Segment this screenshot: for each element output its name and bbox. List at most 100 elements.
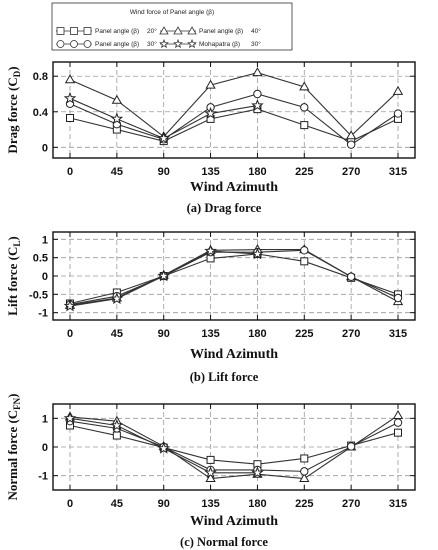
data-point-square xyxy=(300,121,309,130)
data-point-star xyxy=(63,411,77,424)
drag-force-chart: 0 0.4 0.8 0 45 90 135 180 225 270 315 Wind Azimuth D… xyxy=(5,61,416,215)
y-tick-label: 0.8 xyxy=(33,71,48,83)
data-point-triangle xyxy=(392,85,404,95)
data-point-triangle xyxy=(299,81,310,91)
data-point-star xyxy=(251,247,264,260)
x-tick-label: 180 xyxy=(248,498,266,510)
x-tick-label: 225 xyxy=(295,166,313,178)
data-point-triangle xyxy=(111,94,123,104)
normal-force-chart: -1 0 1 0 45 90 135 180 225 270 315 Wind Azimuth Norm… xyxy=(5,393,416,549)
data-point-star xyxy=(204,244,217,257)
legend-entry-mohapatra: Mohapatra (β) 30° xyxy=(159,38,261,49)
square-marker-icon xyxy=(70,27,78,35)
data-point-triangle xyxy=(299,473,310,483)
data-point-triangle xyxy=(252,67,263,77)
series-star xyxy=(63,411,264,479)
x-tick-label: 0 xyxy=(67,166,73,178)
x-tick-label: 45 xyxy=(111,166,123,178)
series-star xyxy=(63,244,264,312)
series-star xyxy=(63,91,264,144)
chart-caption: (a) Drag force xyxy=(187,201,262,215)
series-line xyxy=(69,415,399,480)
data-point-square xyxy=(66,114,74,122)
y-tick-label: 1 xyxy=(42,413,48,425)
x-tick-label: 90 xyxy=(158,498,170,510)
x-tick-label: 180 xyxy=(248,328,266,340)
data-point-circle xyxy=(346,140,356,149)
data-point-star xyxy=(110,112,124,125)
legend-entry-angle: 30° xyxy=(147,40,157,48)
y-tick-label: 1 xyxy=(42,234,48,246)
y-tick-label: -1 xyxy=(38,308,48,320)
data-point-triangle xyxy=(392,409,404,419)
x-tick-label: 90 xyxy=(158,328,170,340)
data-point-circle xyxy=(300,467,309,476)
data-point-circle xyxy=(253,89,262,99)
lift-force-chart: -1 -0.5 0 0.5 1 0 45 90 135 180 225 270 315 Wind Azim… xyxy=(5,231,416,384)
x-tick-label: 90 xyxy=(158,166,170,178)
legend-entry-label: Mohapatra xyxy=(199,41,230,48)
data-point-square xyxy=(112,431,121,440)
series-line xyxy=(69,424,399,465)
x-tick-label: 315 xyxy=(389,166,407,178)
data-point-square xyxy=(206,455,215,464)
y-tick-label: 0 xyxy=(42,142,48,154)
series-line xyxy=(69,253,399,305)
data-point-circle xyxy=(393,293,403,303)
square-marker-icon xyxy=(83,27,92,35)
legend-entry-angle: (β) xyxy=(232,41,240,48)
x-tick-label: 225 xyxy=(295,498,313,510)
star-marker-icon xyxy=(187,38,197,49)
x-tick-label: 315 xyxy=(389,498,407,510)
x-tick-label: 180 xyxy=(248,166,266,178)
data-point-circle xyxy=(346,442,356,451)
data-point-star xyxy=(157,131,171,144)
y-tick-label: 0.4 xyxy=(33,107,49,119)
y-tick-label: 0 xyxy=(42,442,48,454)
data-point-square xyxy=(394,428,402,437)
legend: Wind force of Panel angle (β) Panel angl… xyxy=(51,2,293,51)
legend-title: Wind force of Panel angle (β) xyxy=(130,9,214,16)
x-tick-label: 0 xyxy=(67,328,73,340)
y-tick-label: -0.5 xyxy=(29,289,48,301)
legend-entry-angle: 30° xyxy=(251,40,261,48)
data-point-star xyxy=(63,299,77,312)
x-tick-label: 270 xyxy=(342,166,360,178)
x-tick-label: 135 xyxy=(201,498,219,510)
data-point-triangle xyxy=(345,130,357,140)
data-point-circle xyxy=(300,103,309,112)
data-point-square xyxy=(300,454,309,463)
x-axis-title: Wind Azimuth xyxy=(190,180,278,195)
chart-caption: (c) Normal force xyxy=(180,535,268,549)
y-tick-label: -1 xyxy=(38,471,48,483)
data-point-star xyxy=(110,418,124,431)
circle-marker-icon xyxy=(83,40,92,48)
y-axis-title: Drag force (CD) xyxy=(5,66,22,153)
triangle-marker-icon xyxy=(187,26,197,35)
x-axis-title: Wind Azimuth xyxy=(190,347,278,362)
circle-marker-icon xyxy=(56,40,65,48)
x-tick-label: 270 xyxy=(342,498,360,510)
chart-caption: (b) Lift force xyxy=(190,370,259,384)
y-tick-label: 0 xyxy=(42,271,48,283)
data-point-triangle xyxy=(205,473,216,483)
y-axis-title: Lift force (CL) xyxy=(5,236,22,315)
triangle-marker-icon xyxy=(173,26,183,35)
legend-entry-panel-40: Panel angle (β) 40° xyxy=(159,26,261,35)
data-point-star xyxy=(63,91,77,104)
data-point-triangle xyxy=(205,79,216,89)
star-marker-icon xyxy=(159,38,169,49)
data-point-star xyxy=(157,269,171,282)
x-tick-label: 45 xyxy=(111,498,123,510)
plot-frame xyxy=(52,61,416,159)
triangle-marker-icon xyxy=(159,26,169,35)
star-marker-icon xyxy=(173,38,183,49)
x-tick-label: 315 xyxy=(389,328,407,340)
series-line xyxy=(69,72,399,138)
x-tick-label: 270 xyxy=(342,328,360,340)
data-point-star xyxy=(110,292,124,305)
x-tick-label: 0 xyxy=(67,498,73,510)
data-point-star xyxy=(251,98,264,111)
legend-entry-label: Panel angle (β) xyxy=(199,28,243,35)
